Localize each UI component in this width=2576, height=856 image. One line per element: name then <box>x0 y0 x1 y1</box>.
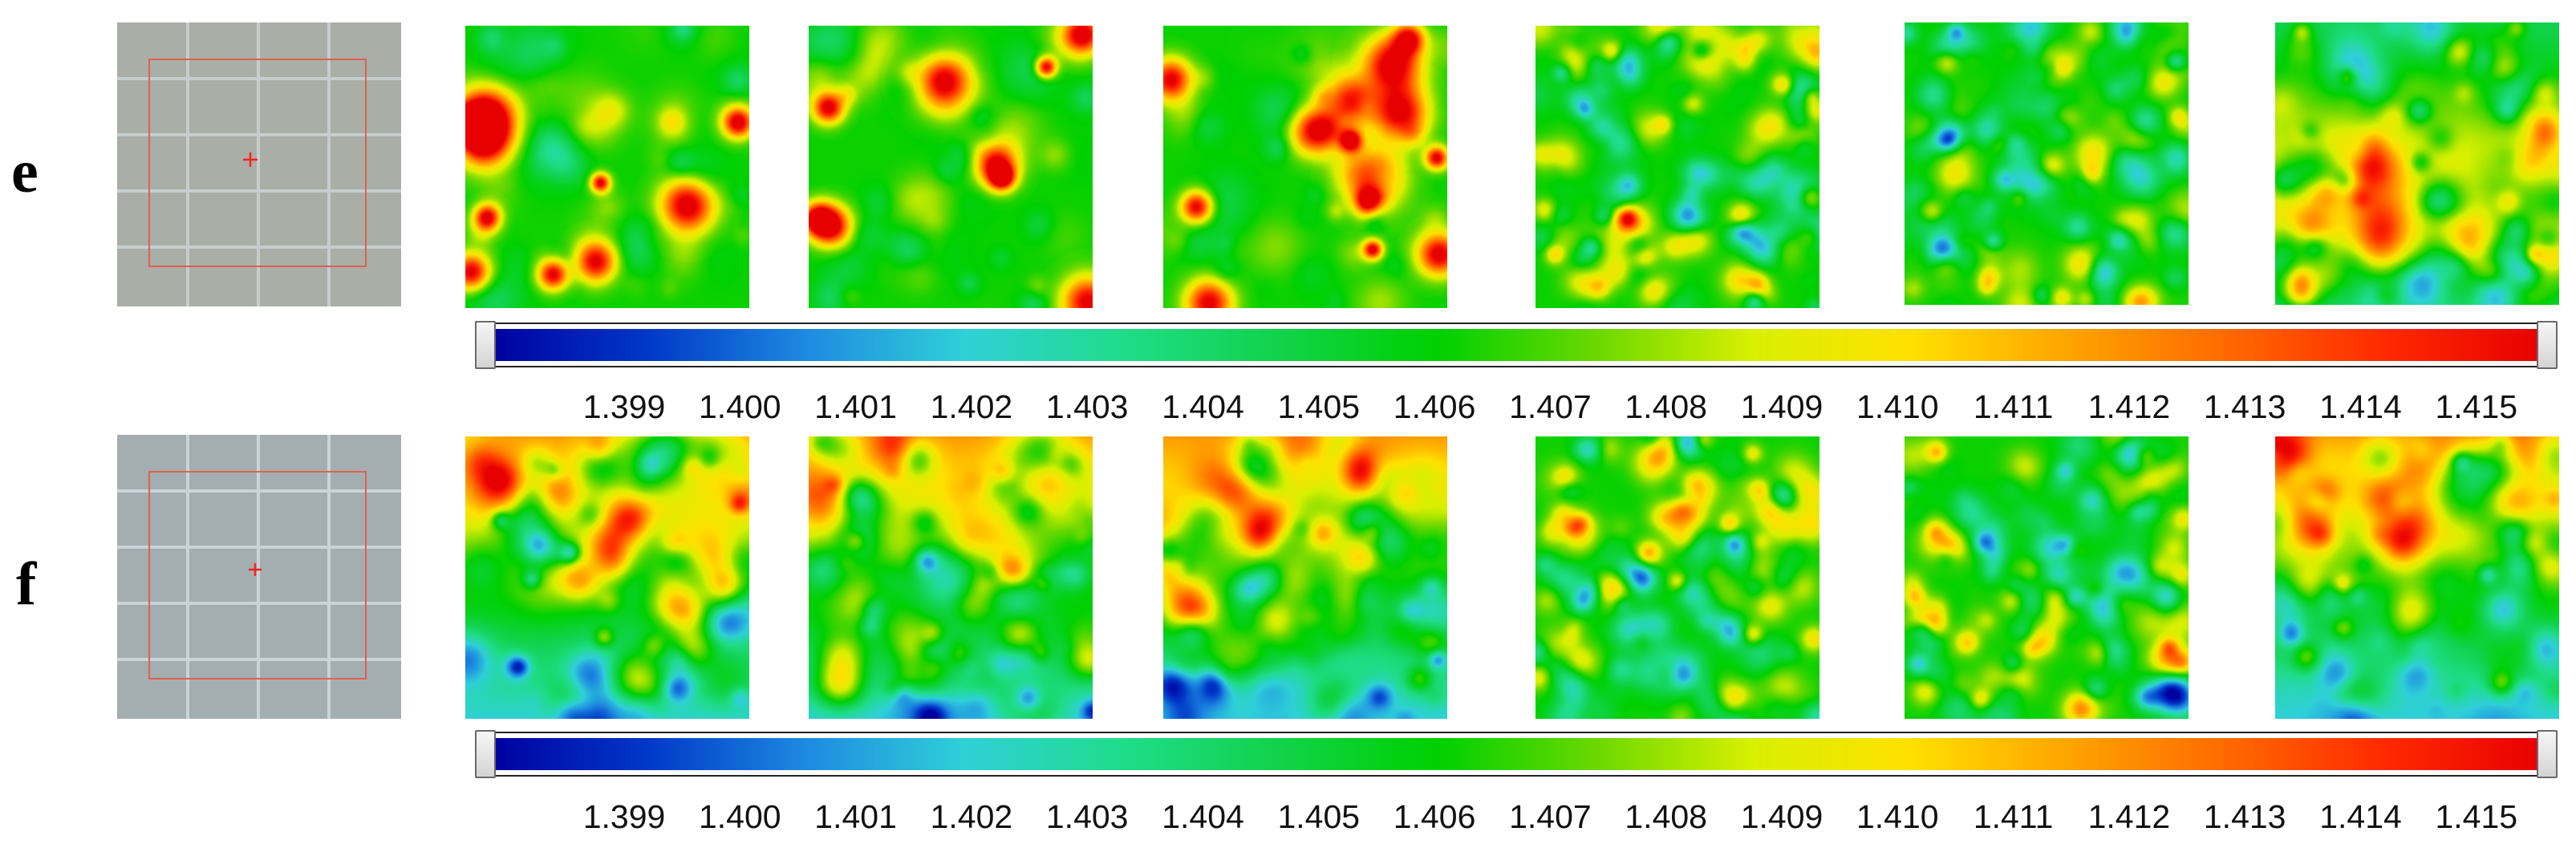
tick-label: 1.411 <box>1973 798 2054 835</box>
colorbar-gradient <box>491 738 2542 770</box>
heatmap-e-5 <box>1905 22 2189 305</box>
colorbar-gradient <box>491 329 2542 361</box>
tick-label: 1.407 <box>1509 388 1592 425</box>
tick-label: 1.406 <box>1393 798 1476 835</box>
tick-label: 1.400 <box>698 798 781 835</box>
tick-label: 1.399 <box>582 798 666 835</box>
tick-label: 1.412 <box>2087 798 2171 835</box>
heatmap-e-2 <box>809 26 1093 308</box>
sample-photo-e <box>117 22 401 306</box>
tick-label: 1.404 <box>1162 798 1244 835</box>
roi-rectangle <box>148 59 367 267</box>
crosshair-marker <box>243 152 258 167</box>
roi-rectangle <box>148 471 367 680</box>
colorbar-e <box>475 321 2558 369</box>
heatmap-e-3 <box>1163 26 1447 308</box>
colorbar-max-handle[interactable] <box>2537 321 2558 369</box>
tick-label: 1.415 <box>2435 798 2518 835</box>
lenslet-grid <box>117 22 401 306</box>
heatmap-f-6 <box>2275 436 2559 719</box>
tick-label: 1.404 <box>1162 388 1244 425</box>
colorbar-f <box>475 730 2558 778</box>
tick-label: 1.399 <box>582 388 666 425</box>
row-label-e: e <box>11 138 39 205</box>
tick-label: 1.405 <box>1277 798 1361 835</box>
tick-label: 1.407 <box>1509 798 1592 835</box>
heatmap-e-6 <box>2275 22 2559 305</box>
tick-label: 1.413 <box>2203 798 2286 835</box>
tick-label: 1.415 <box>2435 388 2518 425</box>
tick-label: 1.408 <box>1625 388 1707 425</box>
tick-label: 1.402 <box>930 388 1013 425</box>
tick-label: 1.409 <box>1740 798 1823 835</box>
crosshair-marker <box>249 563 262 576</box>
tick-label: 1.400 <box>698 388 781 425</box>
heatmap-f-1 <box>465 436 749 719</box>
tick-label: 1.403 <box>1045 798 1129 835</box>
heatmap-e-4 <box>1535 26 1819 308</box>
tick-label: 1.410 <box>1856 798 1939 835</box>
colorbar-min-handle[interactable] <box>475 730 496 778</box>
heatmap-f-5 <box>1905 436 2189 719</box>
heatmap-f-2 <box>809 436 1093 719</box>
lenslet-grid <box>117 435 401 719</box>
tick-label: 1.410 <box>1856 388 1939 425</box>
row-label-f: f <box>16 550 37 618</box>
tick-label: 1.414 <box>2319 798 2402 835</box>
sample-photo-f <box>117 435 401 719</box>
tick-label: 1.412 <box>2087 388 2171 425</box>
tick-label: 1.402 <box>930 798 1013 835</box>
tick-label: 1.405 <box>1277 388 1361 425</box>
tick-label: 1.408 <box>1625 798 1707 835</box>
heatmap-f-4 <box>1535 436 1819 719</box>
tick-label: 1.401 <box>814 388 897 425</box>
tick-label: 1.411 <box>1973 388 2054 425</box>
heatmap-f-3 <box>1163 436 1447 719</box>
heatmap-e-1 <box>465 26 749 308</box>
tick-label: 1.409 <box>1740 388 1823 425</box>
tick-label: 1.413 <box>2203 388 2286 425</box>
tick-label: 1.414 <box>2319 388 2402 425</box>
tick-label: 1.403 <box>1045 388 1129 425</box>
colorbar-max-handle[interactable] <box>2537 730 2558 778</box>
tick-label: 1.401 <box>814 798 897 835</box>
colorbar-min-handle[interactable] <box>475 321 496 369</box>
tick-label: 1.406 <box>1393 388 1476 425</box>
